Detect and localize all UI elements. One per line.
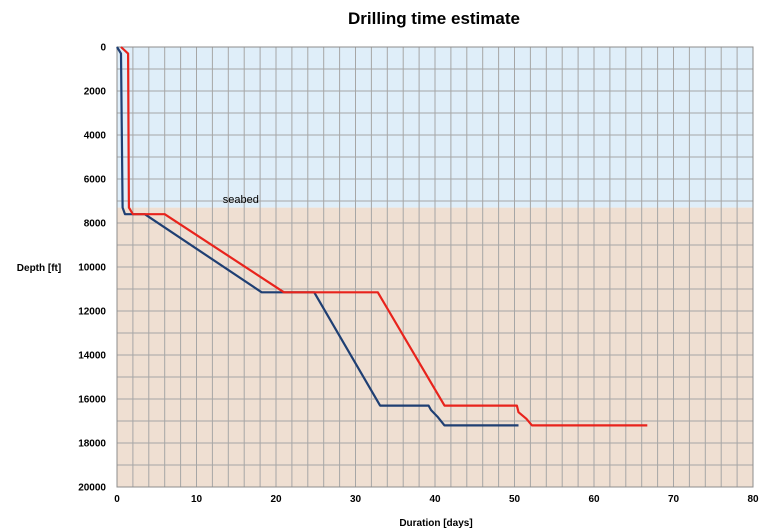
x-tick-label: 10 — [191, 494, 203, 505]
x-tick-label: 30 — [350, 494, 362, 505]
x-tick-label: 0 — [114, 494, 120, 505]
series-lines — [116, 46, 648, 427]
grid — [116, 46, 754, 488]
y-tick-label: 4000 — [84, 131, 107, 142]
x-tick-label: 50 — [509, 494, 521, 505]
y-tick-label: 10000 — [78, 263, 106, 274]
y-tick-label: 6000 — [84, 175, 107, 186]
x-tick-label: 60 — [588, 494, 600, 505]
y-tick-labels: 0 2000 4000 6000 8000 10000 12000 14000 16000 180… — [78, 43, 106, 494]
x-tick-label: 70 — [668, 494, 680, 505]
chart-title: Drilling time estimate — [348, 9, 520, 28]
y-tick-label: 2000 — [84, 87, 107, 98]
x-axis-label: Duration [days] — [399, 518, 472, 529]
y-tick-label: 8000 — [84, 219, 107, 230]
y-tick-label: 14000 — [78, 351, 106, 362]
y-tick-label: 18000 — [78, 439, 106, 450]
series-line-2 — [120, 46, 648, 427]
y-tick-label: 12000 — [78, 307, 106, 318]
x-tick-labels: 0 10 20 30 40 50 60 70 80 — [114, 494, 759, 505]
y-tick-label: 20000 — [78, 483, 106, 494]
plot-border — [116, 46, 754, 488]
y-axis-label: Depth [ft] — [17, 263, 61, 274]
y-tick-label: 0 — [100, 43, 106, 54]
seabed-annotation: seabed — [223, 194, 259, 206]
x-tick-label: 40 — [429, 494, 441, 505]
y-tick-label: 16000 — [78, 395, 106, 406]
x-tick-label: 20 — [270, 494, 282, 505]
x-tick-label: 80 — [747, 494, 759, 505]
